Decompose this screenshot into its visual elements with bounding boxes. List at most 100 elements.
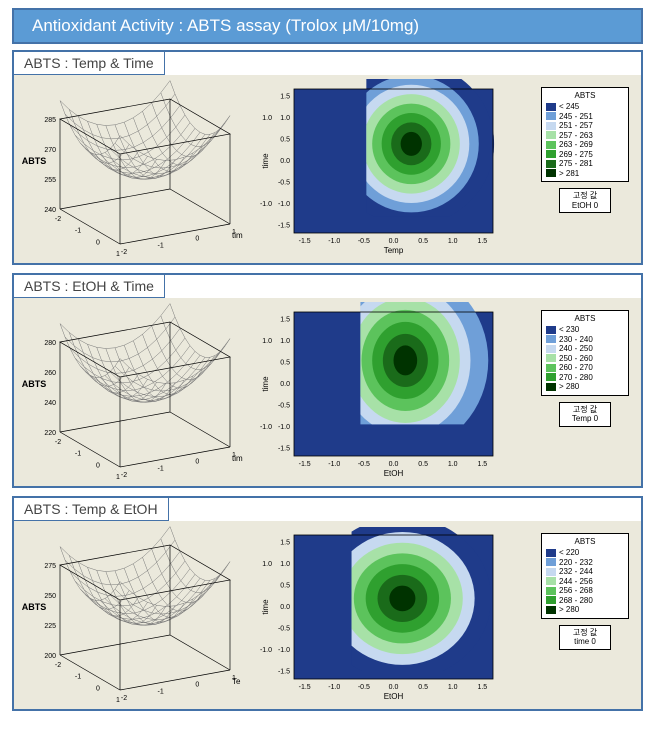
legend-item: 257 - 263	[546, 131, 624, 140]
svg-text:240: 240	[44, 400, 56, 407]
legend-swatch	[546, 169, 556, 177]
svg-text:240: 240	[44, 207, 56, 214]
legend-item: < 220	[546, 548, 624, 557]
svg-text:-1.5: -1.5	[299, 461, 311, 468]
svg-text:1.5: 1.5	[280, 540, 290, 547]
contour-plot: -1.5-1.0-0.50.00.51.01.5-1.5-1.0-0.50.00…	[256, 302, 529, 482]
svg-text:0: 0	[96, 462, 100, 469]
svg-text:0.5: 0.5	[280, 137, 290, 144]
svg-text:1.5: 1.5	[477, 238, 487, 245]
svg-text:1.0: 1.0	[262, 338, 272, 345]
svg-text:-1.5: -1.5	[278, 668, 290, 675]
svg-text:-1: -1	[158, 242, 164, 249]
legend-item: 250 - 260	[546, 354, 624, 363]
legend-swatch	[546, 373, 556, 381]
svg-text:0: 0	[195, 459, 199, 466]
header-title: Antioxidant Activity : ABTS assay (Trolo…	[12, 8, 643, 44]
panel-label: ABTS : Temp & EtOH	[13, 497, 169, 521]
svg-text:-1.0: -1.0	[278, 201, 290, 208]
svg-text:-1.0: -1.0	[328, 684, 340, 691]
legend-swatch	[546, 345, 556, 353]
svg-text:0.0: 0.0	[280, 604, 290, 611]
svg-text:255: 255	[44, 177, 56, 184]
legend-swatch	[546, 606, 556, 614]
svg-text:0: 0	[195, 682, 199, 689]
panel-body: 220240260280-2-101-2-101 ABTS EtOH tim -…	[14, 298, 641, 486]
svg-text:225: 225	[44, 623, 56, 630]
svg-text:-1.5: -1.5	[299, 684, 311, 691]
svg-text:0: 0	[96, 239, 100, 246]
svg-text:1.0: 1.0	[280, 561, 290, 568]
legend-swatch	[546, 326, 556, 334]
svg-text:tim: tim	[232, 454, 243, 463]
fixed-value: EtOH 0	[564, 201, 606, 211]
panel-label: ABTS : Temp & Time	[13, 51, 165, 75]
legend-text: 268 - 280	[559, 596, 593, 605]
panel-body: 240255270285-2-101-2-101 ABTS Temp tim -…	[14, 75, 641, 263]
legend-text: 275 - 281	[559, 159, 593, 168]
legend-item: > 280	[546, 605, 624, 614]
svg-text:-1.0: -1.0	[328, 461, 340, 468]
svg-text:0.0: 0.0	[280, 381, 290, 388]
svg-text:0.0: 0.0	[389, 461, 399, 468]
legend-box: ABTS< 245245 - 251251 - 257257 - 263263 …	[541, 87, 629, 182]
legend-text: 256 - 268	[559, 586, 593, 595]
legend-text: 240 - 250	[559, 344, 593, 353]
svg-text:-1: -1	[158, 688, 164, 695]
legend-column: ABTS< 230230 - 240240 - 250250 - 260260 …	[535, 302, 635, 482]
legend-title: ABTS	[546, 91, 624, 100]
legend-text: 250 - 260	[559, 354, 593, 363]
legend-item: 268 - 280	[546, 596, 624, 605]
contour-plot: -1.5-1.0-0.50.00.51.01.5-1.5-1.0-0.50.00…	[256, 525, 529, 705]
svg-text:ABTS: ABTS	[22, 379, 47, 389]
svg-text:-1.5: -1.5	[278, 222, 290, 229]
svg-text:Temp: Temp	[384, 246, 404, 255]
fixed-value: Temp 0	[564, 414, 606, 424]
svg-text:1.0: 1.0	[448, 461, 458, 468]
legend-item: 263 - 269	[546, 140, 624, 149]
svg-text:-0.5: -0.5	[358, 684, 370, 691]
svg-text:1.5: 1.5	[280, 94, 290, 101]
svg-text:1.5: 1.5	[477, 684, 487, 691]
svg-text:0.5: 0.5	[418, 238, 428, 245]
legend-column: ABTS< 220220 - 232232 - 244244 - 256256 …	[535, 525, 635, 705]
svg-text:-1: -1	[75, 228, 81, 235]
contour-plot: -1.5-1.0-0.50.00.51.01.5-1.5-1.0-0.50.00…	[256, 79, 529, 259]
svg-text:-1: -1	[158, 465, 164, 472]
chart-panel: ABTS : Temp & EtOH 200225250275-2-101-2-…	[12, 496, 643, 711]
legend-swatch	[546, 335, 556, 343]
legend-item: 251 - 257	[546, 121, 624, 130]
legend-swatch	[546, 160, 556, 168]
legend-swatch	[546, 150, 556, 158]
fixed-value: time 0	[564, 637, 606, 647]
svg-text:EtOH: EtOH	[384, 469, 404, 478]
legend-text: > 280	[559, 605, 579, 614]
fixed-value-box: 고정 값Temp 0	[559, 402, 611, 427]
svg-text:0.0: 0.0	[389, 238, 399, 245]
legend-text: < 230	[559, 325, 579, 334]
svg-text:0: 0	[195, 236, 199, 243]
legend-item: 256 - 268	[546, 586, 624, 595]
legend-swatch	[546, 596, 556, 604]
legend-swatch	[546, 587, 556, 595]
legend-swatch	[546, 364, 556, 372]
legend-item: 220 - 232	[546, 558, 624, 567]
legend-text: > 280	[559, 382, 579, 391]
fixed-value-box: 고정 값time 0	[559, 625, 611, 650]
legend-text: 245 - 251	[559, 112, 593, 121]
svg-text:EtOH: EtOH	[384, 692, 404, 701]
svg-text:-2: -2	[121, 695, 127, 702]
legend-swatch	[546, 122, 556, 130]
legend-item: 230 - 240	[546, 335, 624, 344]
svg-text:200: 200	[44, 653, 56, 660]
svg-text:220: 220	[44, 430, 56, 437]
svg-text:tim: tim	[232, 231, 243, 240]
svg-text:Te: Te	[232, 677, 241, 686]
legend-item: > 280	[546, 382, 624, 391]
svg-text:1.5: 1.5	[280, 317, 290, 324]
panel-body: 200225250275-2-101-2-101 ABTS EtOH Te -1…	[14, 521, 641, 709]
svg-text:1.0: 1.0	[280, 338, 290, 345]
legend-title: ABTS	[546, 314, 624, 323]
svg-text:-2: -2	[121, 472, 127, 479]
svg-text:1.0: 1.0	[448, 238, 458, 245]
